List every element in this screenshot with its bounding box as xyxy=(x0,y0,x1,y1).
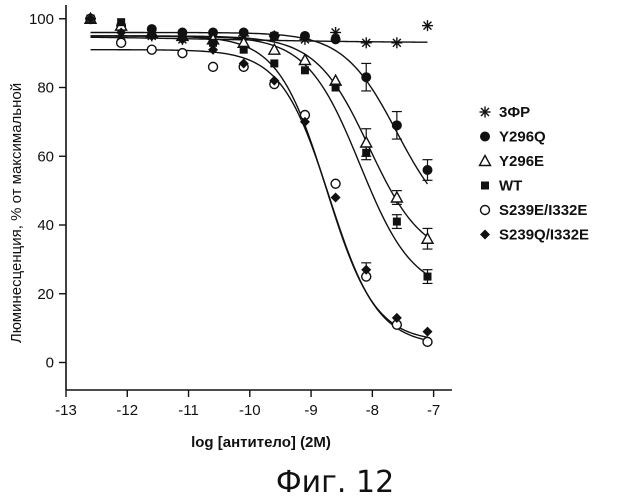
fit-curve-3 xyxy=(91,36,428,275)
y-tick-label: 100 xyxy=(29,11,54,28)
data-point-5 xyxy=(422,327,432,337)
data-point-1 xyxy=(423,166,432,175)
y-tick-label: 0 xyxy=(46,355,54,372)
data-point-4 xyxy=(423,337,432,346)
data-point-3 xyxy=(270,59,278,67)
y-tick-label: 20 xyxy=(37,286,54,303)
x-tick-label: -10 xyxy=(239,402,261,419)
data-point-4 xyxy=(209,62,218,71)
y-tick-label: 40 xyxy=(37,217,54,234)
legend-label: Y296Q xyxy=(499,129,546,146)
fit-curve-5 xyxy=(91,36,428,337)
data-point-1 xyxy=(392,121,401,130)
data-markers xyxy=(85,13,433,346)
legend-item: S239E/I332E xyxy=(481,202,588,219)
legend-marker xyxy=(480,107,491,118)
x-tick-label: -7 xyxy=(427,402,440,419)
data-point-1 xyxy=(331,35,340,44)
fit-curves xyxy=(91,33,428,341)
legend-item: Y296E xyxy=(480,153,545,170)
x-axis-title: log [антитело] (2M) xyxy=(191,434,331,451)
data-point-3 xyxy=(117,18,125,26)
x-tick-label: -13 xyxy=(55,402,77,419)
legend-label: WT xyxy=(499,178,522,195)
data-point-4 xyxy=(117,38,126,47)
data-point-0 xyxy=(422,20,433,31)
legend: 3ФР Y296Q Y296E WT S239E/I332E S239Q/I332E xyxy=(480,104,590,244)
legend-item: Y296Q xyxy=(481,129,547,146)
data-point-3 xyxy=(362,149,370,157)
legend-marker xyxy=(480,156,491,166)
legend-marker xyxy=(481,182,489,190)
legend-marker xyxy=(481,132,490,141)
data-point-2 xyxy=(269,44,280,54)
data-point-4 xyxy=(147,45,156,54)
legend-label: 3ФР xyxy=(499,104,530,121)
legend-label: S239E/I332E xyxy=(499,202,587,219)
data-point-1 xyxy=(270,31,279,40)
figure-caption: Фиг. 12 xyxy=(276,465,394,500)
legend-marker xyxy=(480,230,490,240)
y-tick-label: 80 xyxy=(37,80,54,97)
x-tick-label: -11 xyxy=(178,402,199,419)
legend-item: 3ФР xyxy=(480,104,531,121)
data-point-1 xyxy=(362,73,371,82)
data-point-0 xyxy=(391,37,402,48)
legend-item: WT xyxy=(481,178,522,195)
legend-item: S239Q/I332E xyxy=(480,227,589,244)
data-point-1 xyxy=(239,28,248,37)
data-point-0 xyxy=(361,37,372,48)
data-point-3 xyxy=(423,273,431,281)
data-point-2 xyxy=(361,137,372,147)
data-point-3 xyxy=(301,66,309,74)
y-tick-label: 60 xyxy=(37,148,54,165)
data-point-3 xyxy=(240,46,248,54)
x-tick-label: -9 xyxy=(304,402,317,419)
y-axis-title: Люминесценция, % от максимальной xyxy=(8,83,25,343)
fit-curve-2 xyxy=(91,36,428,237)
legend-label: Y296E xyxy=(499,153,544,170)
data-point-4 xyxy=(178,49,187,58)
data-point-5 xyxy=(331,193,341,203)
x-tick-label: -12 xyxy=(116,402,138,419)
data-point-4 xyxy=(331,179,340,188)
data-point-2 xyxy=(422,233,433,243)
fit-curve-1 xyxy=(91,33,428,184)
data-point-3 xyxy=(332,84,340,92)
x-tick-label: -8 xyxy=(366,402,379,419)
data-point-3 xyxy=(393,218,401,226)
data-point-1 xyxy=(300,31,309,40)
legend-marker xyxy=(481,206,490,215)
fit-curve-4 xyxy=(91,50,428,341)
legend-label: S239Q/I332E xyxy=(499,227,589,244)
